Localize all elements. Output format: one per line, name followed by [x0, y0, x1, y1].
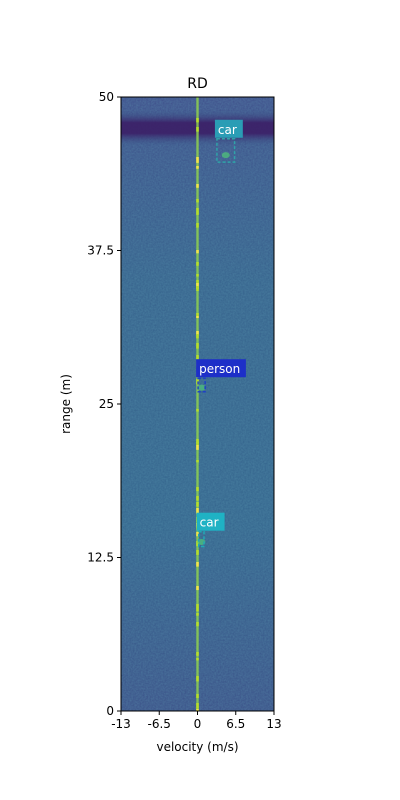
- y-tick-label: 0: [106, 704, 114, 718]
- zero-doppler-speckle: [196, 487, 199, 492]
- zero-doppler-speckle: [196, 355, 199, 360]
- zero-doppler-speckle: [196, 274, 199, 277]
- y-axis-label: range (m): [59, 374, 73, 434]
- y-tick-label: 50: [99, 90, 114, 104]
- zero-doppler-speckle: [196, 250, 199, 254]
- zero-doppler-speckle: [196, 613, 199, 616]
- detection-box: [216, 138, 236, 163]
- zero-doppler-speckle: [196, 508, 199, 514]
- zero-doppler-speckle: [196, 460, 199, 463]
- zero-doppler-speckle: [196, 313, 199, 317]
- zero-doppler-speckle: [196, 184, 199, 188]
- x-tick-label: 13: [266, 717, 281, 731]
- chart-title: RD: [187, 76, 208, 92]
- zero-doppler-speckle: [196, 127, 199, 132]
- zero-doppler-speckle: [196, 343, 199, 349]
- zero-doppler-speckle: [196, 208, 199, 211]
- detections: car person car: [196, 119, 246, 548]
- zero-doppler-speckle: [196, 280, 199, 286]
- zero-doppler-speckle: [196, 316, 199, 319]
- detection-box: [197, 530, 205, 548]
- zero-doppler-speckle: [196, 496, 199, 501]
- y-axis-ticks: 0 12.5 25 37.5 50: [87, 90, 121, 718]
- detection-hotspot: [197, 384, 206, 391]
- x-tick-label: -6.5: [148, 717, 171, 731]
- detection-hotspot: [221, 152, 230, 159]
- y-tick-label: 12.5: [87, 551, 114, 565]
- y-tick-label: 37.5: [87, 244, 114, 258]
- zero-doppler-speckle: [196, 118, 199, 123]
- zero-doppler-speckle: [196, 439, 199, 443]
- zero-doppler-speckle: [196, 211, 199, 215]
- detection-label-bg: [214, 119, 243, 138]
- detection-label-bg: [196, 359, 246, 378]
- detection-label: car: [200, 516, 219, 530]
- zero-doppler-speckle: [196, 199, 199, 203]
- zero-doppler-speckle: [196, 676, 199, 682]
- zero-doppler-speckle: [196, 223, 199, 228]
- zero-doppler-speckle: [196, 652, 199, 656]
- zero-doppler-speckle: [196, 607, 199, 612]
- zero-doppler-speckle: [196, 622, 199, 627]
- zero-doppler-speckle: [196, 409, 199, 412]
- x-axis-ticks: -13 -6.5 0 6.5 13: [111, 711, 282, 731]
- zero-doppler-speckle: [196, 157, 199, 163]
- zero-doppler-line: [196, 97, 199, 711]
- zero-doppler-speckle: [196, 502, 199, 507]
- x-axis-label: velocity (m/s): [156, 740, 238, 754]
- x-tick-label: -13: [111, 717, 131, 731]
- zero-doppler-speckle: [196, 604, 199, 608]
- zero-doppler-speckle: [196, 586, 199, 591]
- x-tick-label: 0: [194, 717, 202, 731]
- zero-doppler-speckle: [196, 658, 199, 661]
- zero-doppler-speckle: [196, 541, 199, 547]
- zero-doppler-speckle: [196, 331, 199, 335]
- zero-doppler-speckle: [196, 703, 199, 709]
- zero-doppler-speckle: [196, 283, 199, 289]
- heatmap-area: [121, 97, 274, 711]
- detection-label-bg: [196, 512, 225, 531]
- zero-doppler-speckle: [196, 166, 199, 169]
- detection-label: car: [218, 123, 237, 137]
- zero-doppler-speckle: [196, 562, 199, 567]
- zero-doppler-speckle: [196, 262, 199, 266]
- detection-label: person: [199, 362, 240, 376]
- zero-doppler-speckle: [196, 445, 199, 450]
- zero-doppler-speckle: [196, 334, 199, 339]
- zero-doppler-speckle: [196, 442, 199, 446]
- zero-doppler-speckle: [196, 550, 199, 555]
- x-tick-label: 6.5: [226, 717, 245, 731]
- zero-doppler-speckle: [196, 532, 199, 537]
- zero-doppler-speckle: [196, 709, 199, 711]
- y-tick-label: 25: [99, 397, 114, 411]
- zero-doppler-speckle: [196, 694, 199, 698]
- zero-doppler-speckle: [196, 286, 199, 291]
